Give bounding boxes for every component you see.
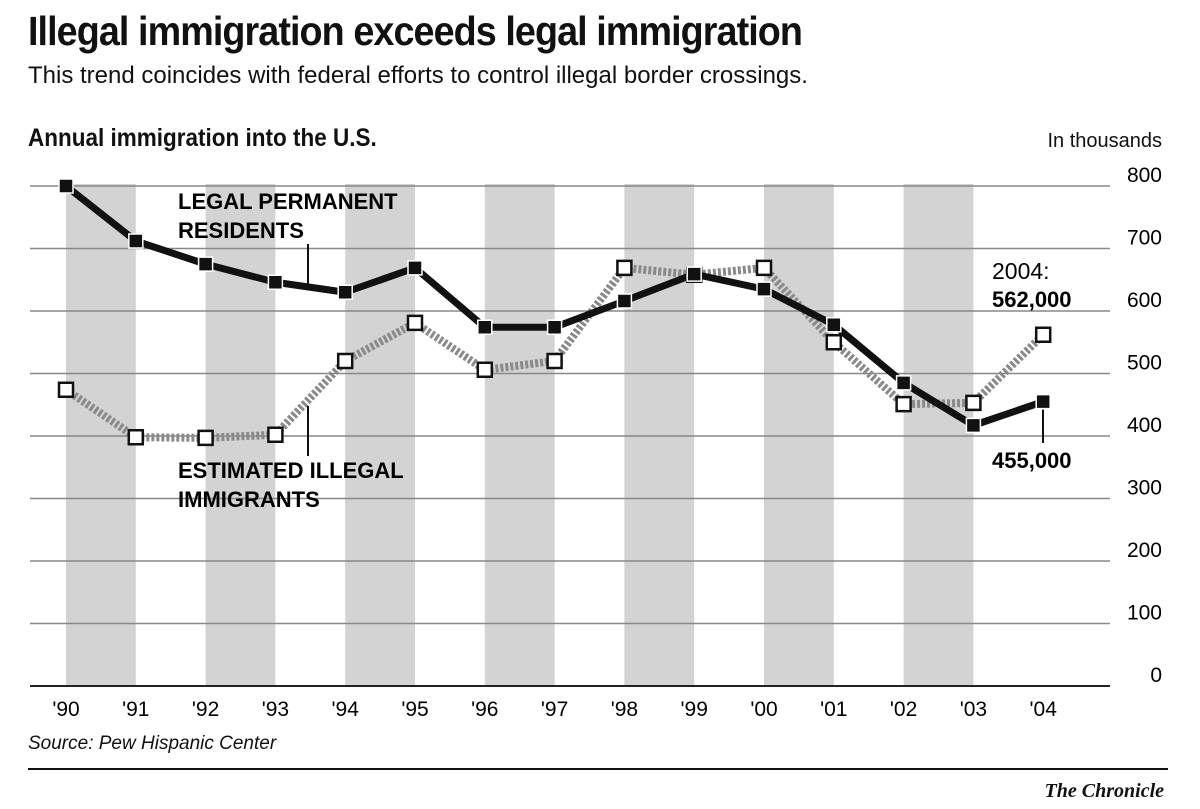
- point-illegal: [546, 352, 563, 370]
- y-tick-label: 400: [1127, 414, 1162, 437]
- x-tick-label: '94: [332, 698, 360, 721]
- x-tick-label: '91: [122, 698, 149, 721]
- point-legal: [128, 233, 144, 249]
- point-illegal: [755, 259, 773, 277]
- x-tick-label: '00: [750, 698, 777, 721]
- point-legal: [197, 256, 214, 272]
- x-tick-label: '03: [960, 698, 987, 721]
- legend-illegal-label: IMMIGRANTS: [178, 487, 320, 512]
- x-tick-label: '96: [471, 698, 498, 721]
- point-illegal: [336, 352, 354, 370]
- source-note: Source: Pew Hispanic Center: [28, 733, 277, 754]
- point-illegal: [616, 259, 633, 277]
- annotation-illegal-2004: 562,000: [992, 287, 1072, 312]
- y-tick-label: 300: [1127, 477, 1162, 500]
- annotation-year: 2004:: [992, 258, 1050, 284]
- y-axis-label: In thousands: [1047, 130, 1162, 152]
- year-band: [66, 184, 136, 686]
- point-legal: [895, 375, 912, 391]
- x-tick-label: '04: [1030, 698, 1058, 721]
- point-legal: [337, 284, 353, 300]
- y-tick-label: 700: [1127, 227, 1162, 250]
- headline: Illegal immigration exceeds legal immigr…: [28, 8, 803, 54]
- point-legal: [477, 319, 493, 335]
- legend-legal-label: RESIDENTS: [178, 218, 304, 243]
- publisher-credit: The Chronicle: [1044, 780, 1164, 802]
- point-illegal: [895, 395, 912, 413]
- point-legal: [546, 319, 563, 335]
- point-illegal: [476, 361, 494, 378]
- legend-legal-label: LEGAL PERMANENT: [178, 189, 398, 214]
- year-band: [345, 184, 415, 686]
- point-illegal: [57, 381, 75, 398]
- x-tick-label: '92: [192, 698, 219, 721]
- y-tick-label: 600: [1127, 289, 1162, 312]
- y-tick-label: 100: [1127, 602, 1162, 625]
- point-legal: [267, 274, 284, 290]
- x-tick-label: '93: [262, 698, 289, 721]
- y-tick-label: 800: [1127, 164, 1162, 187]
- year-band: [764, 184, 834, 686]
- point-illegal: [267, 426, 284, 443]
- x-tick-label: '99: [681, 698, 708, 721]
- x-tick-label: '02: [890, 698, 917, 721]
- point-illegal: [965, 394, 982, 412]
- point-illegal: [127, 429, 145, 446]
- point-legal: [965, 417, 982, 434]
- x-tick-label: '90: [52, 698, 79, 721]
- point-illegal: [825, 334, 843, 351]
- point-legal: [58, 178, 74, 194]
- series-line-illegal: [63, 263, 1046, 442]
- point-legal: [826, 317, 842, 333]
- chart-title: Annual immigration into the U.S.: [28, 124, 377, 152]
- x-tick-label: '97: [541, 698, 568, 721]
- year-band: [903, 184, 974, 686]
- point-legal: [407, 260, 423, 276]
- annotation-legal-2004: 455,000: [992, 448, 1072, 473]
- y-tick-label: 0: [1150, 664, 1162, 687]
- point-illegal: [1034, 326, 1052, 343]
- y-tick-label: 500: [1127, 352, 1162, 375]
- x-tick-label: '95: [401, 698, 428, 721]
- x-tick-label: '01: [820, 698, 847, 721]
- point-legal: [616, 293, 633, 309]
- point-legal: [1035, 393, 1051, 410]
- year-band: [624, 184, 695, 686]
- subtitle: This trend coincides with federal effort…: [28, 62, 808, 89]
- year-band: [484, 184, 555, 686]
- divider: [28, 768, 1168, 770]
- point-legal: [686, 266, 702, 282]
- y-tick-label: 200: [1127, 539, 1162, 562]
- year-band: [205, 184, 276, 686]
- point-illegal: [197, 429, 214, 447]
- x-tick-label: '98: [611, 698, 638, 721]
- legend-illegal-label: ESTIMATED ILLEGAL: [178, 458, 404, 483]
- point-illegal: [406, 314, 424, 332]
- point-legal: [756, 281, 772, 297]
